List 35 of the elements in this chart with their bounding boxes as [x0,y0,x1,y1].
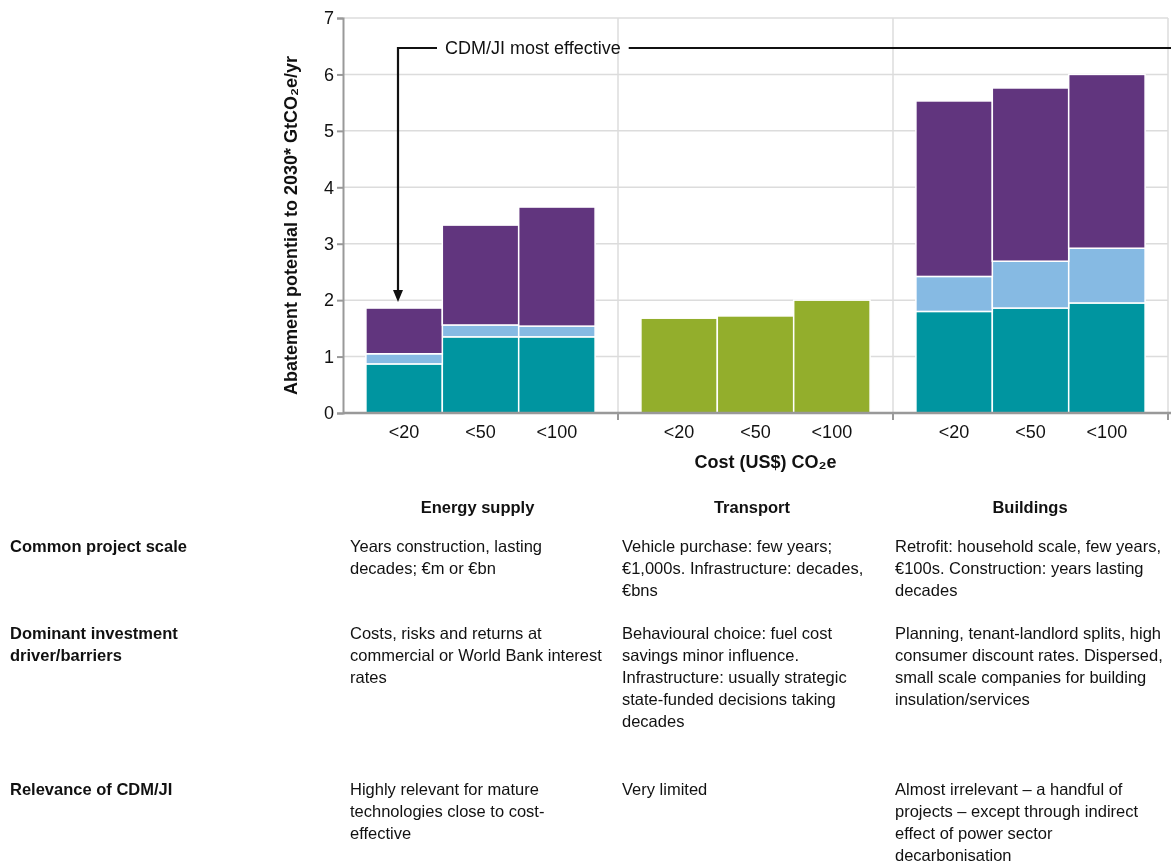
y-tick-label: 4 [323,177,334,198]
text: Almost irrelevant – a handful of projects – except through indirect effect of power sector decarbonisation [895,779,1140,866]
x-tick-label: <100 [811,422,853,442]
x-axis-title: Cost (US$) CO₂e [694,452,837,472]
x-tick-label: <50 [1015,422,1046,442]
text: Planning, tenant-landlord splits, high consumer discount rates. Dispersed, small scale companies for building insulation/services [895,623,1164,710]
text: Buildings [991,497,1069,518]
x-tick-label: <20 [663,422,695,442]
x-tick-label: <100 [1086,422,1128,442]
text: Costs, risks and returns at commercial or World Bank interest rates [350,623,603,688]
text: Dominant investment driver/barriers [10,623,179,666]
text: Energy supply [419,497,536,518]
x-tick-label: <20 [388,422,420,442]
y-tick-label: 6 [323,64,334,85]
x-tick-label: <50 [465,422,496,442]
y-tick-label: 7 [323,8,334,29]
y-tick-label: 0 [323,403,334,424]
y-tick-label: 5 [323,121,334,142]
text: Relevance of CDM/JI [10,779,174,800]
text: Common project scale [10,536,188,557]
annotation: CDM/JI most effective [445,38,621,58]
text: Retrofit: household scale, few years, €100s. Construction: years lasting decades [895,536,1162,601]
y-tick-label: 1 [323,346,334,367]
text: Vehicle purchase: few years; €1,000s. Infrastructure: decades, €bns [622,536,865,601]
y-tick-label: 2 [323,290,334,311]
x-tick-label: <100 [536,422,578,442]
text: Highly relevant for mature technologies close to cost-effective [350,779,546,844]
x-tick-label: <50 [740,422,771,442]
y-axis-title: Abatement potential to 2030* GtCO₂e/yr [281,55,301,396]
y-tick-label: 3 [323,233,334,254]
text: Very limited [622,779,709,800]
text: Transport [712,497,792,518]
text: Years construction, lasting decades; €m or €bn [350,536,543,579]
text: Behavioural choice: fuel cost savings minor influence. Infrastructure: usually strategic state-funded decisions taking decades [622,623,848,732]
x-tick-label: <20 [938,422,970,442]
